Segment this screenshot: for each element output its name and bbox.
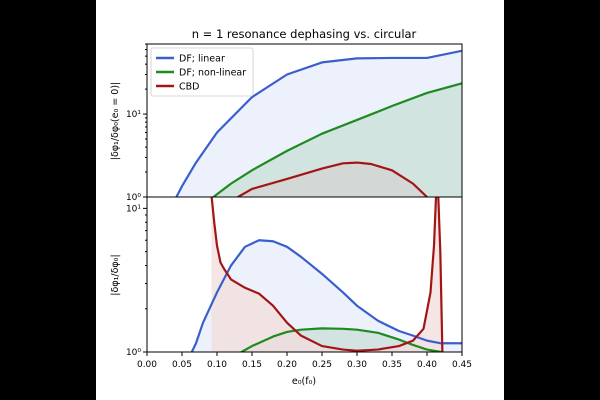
x-tick-label: 0.15 xyxy=(242,360,262,370)
x-tick-label: 0.20 xyxy=(277,360,297,370)
bottom-series-line-1 xyxy=(240,327,443,352)
bottom-y-ticks: 10⁰ 10¹ xyxy=(126,204,147,358)
legend-label-0: DF; linear xyxy=(179,54,225,65)
top-y-ticks: 10⁰ 10¹ xyxy=(126,43,147,203)
bottom-plot-area xyxy=(190,197,462,352)
x-tick-label: 0.05 xyxy=(172,360,192,370)
legend-label-1: DF; non-linear xyxy=(179,68,246,79)
bottom-y-axis-label: |δφ₁/δφ₀| xyxy=(110,254,121,295)
x-tick-label: 0.25 xyxy=(312,360,332,370)
top-fill-1 xyxy=(213,83,462,197)
top-series-line-0 xyxy=(175,49,462,197)
top-y-axis-label: |δφ₁/δφ₀(e₀ = 0)| xyxy=(110,82,121,161)
x-tick-label: 0.30 xyxy=(347,360,367,370)
top-fill-2 xyxy=(238,162,427,197)
x-ticks: 0.00 0.05 0.10 0.15 0.20 0.25 0.30 0.35 0.40 0.45 xyxy=(137,352,472,370)
x-axis-label: e₀(f₀) xyxy=(292,376,316,387)
x-tick-label: 0.40 xyxy=(417,360,437,370)
legend-frame xyxy=(150,47,254,97)
bottom-axes-frame xyxy=(146,196,463,353)
top-y-tick-label: 10⁰ xyxy=(126,193,141,203)
legend-label-2: CBD xyxy=(179,82,199,93)
x-tick-label: 0.10 xyxy=(207,360,227,370)
top-plot-area xyxy=(175,49,462,197)
bottom-fill-2 xyxy=(211,197,443,352)
top-y-tick-label: 10¹ xyxy=(126,110,141,120)
bottom-series-line-0 xyxy=(190,239,462,352)
x-tick-label: 0.45 xyxy=(452,360,472,370)
bottom-series-line-2 xyxy=(210,197,444,352)
bottom-y-tick-label: 10¹ xyxy=(126,204,141,214)
top-series-line-1 xyxy=(212,82,462,197)
legend: DF; linear DF; non-linear CBD xyxy=(150,47,254,97)
top-series-line-2 xyxy=(236,161,429,197)
chart-title: n = 1 resonance dephasing vs. circular xyxy=(192,27,417,41)
bottom-y-tick-label: 10⁰ xyxy=(126,348,141,358)
x-tick-label: 0.00 xyxy=(137,360,157,370)
x-tick-label: 0.35 xyxy=(382,360,402,370)
